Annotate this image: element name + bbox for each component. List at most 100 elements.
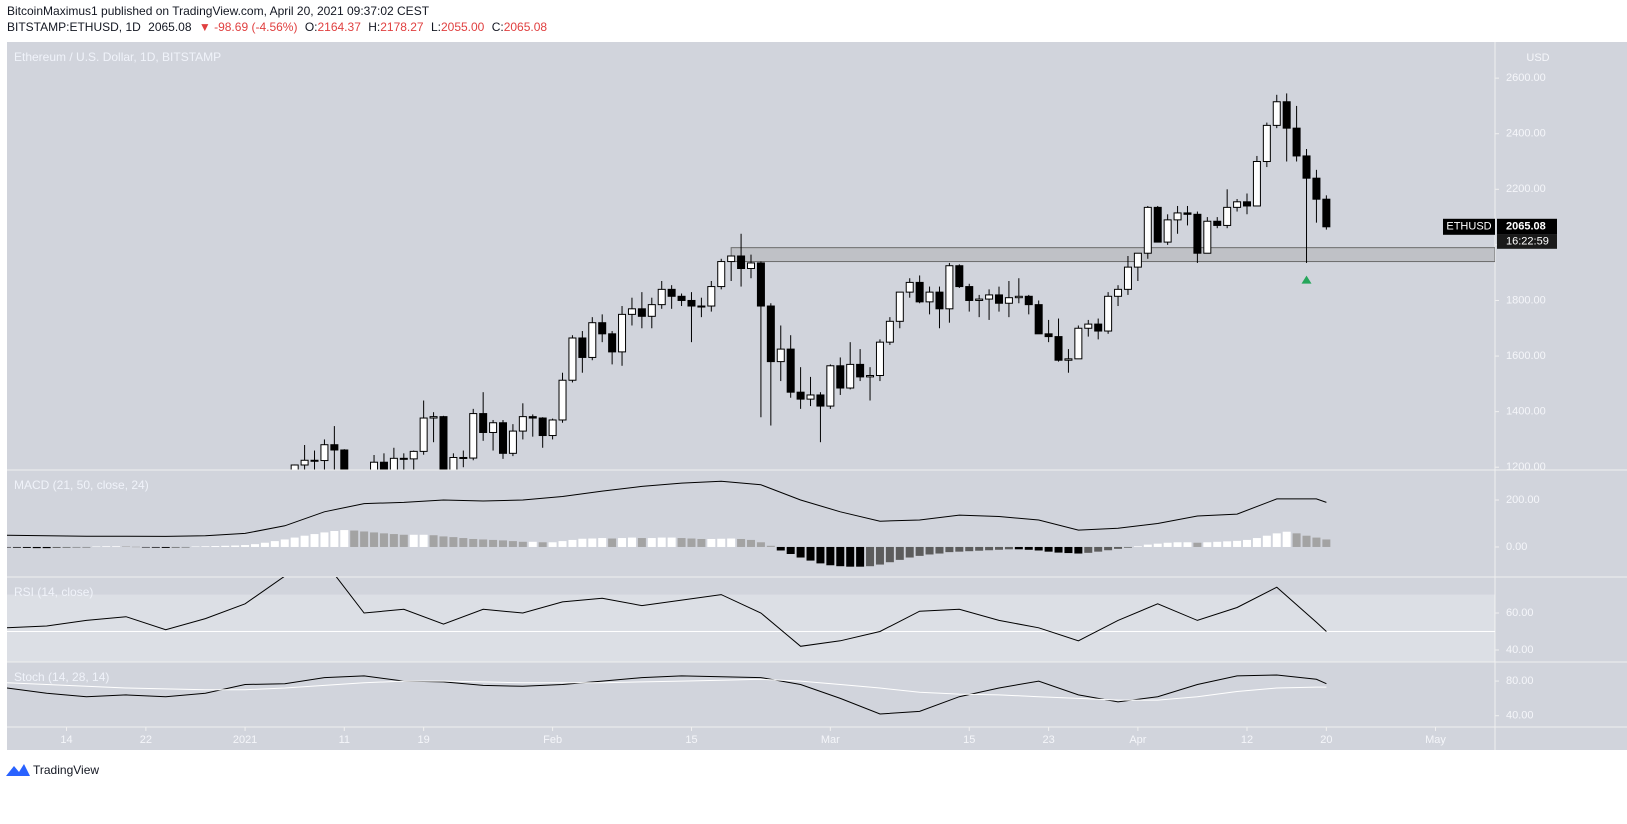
macd-histogram-bar xyxy=(667,537,676,547)
candle-body xyxy=(538,417,547,437)
x-tick-label: 23 xyxy=(1042,734,1054,746)
macd-histogram-bar xyxy=(102,546,111,547)
candle-body xyxy=(816,394,825,407)
macd-histogram-bar xyxy=(499,540,507,547)
signal-marker xyxy=(1301,275,1312,284)
macd-histogram-bar xyxy=(707,538,716,547)
candle-body xyxy=(1173,212,1182,221)
macd-histogram-bar xyxy=(518,541,527,547)
macd-histogram-bar xyxy=(786,546,795,555)
candle-body xyxy=(1203,220,1212,254)
candle-body xyxy=(717,261,726,288)
candle-body xyxy=(548,419,557,437)
ohlc-key: L: xyxy=(431,20,441,34)
macd-histogram-bar xyxy=(409,534,418,547)
macd-histogram-bar xyxy=(360,531,369,547)
candle-body xyxy=(1123,266,1132,290)
macd-histogram-bar xyxy=(905,546,914,558)
candle-body xyxy=(935,291,944,310)
macd-histogram-bar xyxy=(389,534,398,547)
macd-histogram-bar xyxy=(508,541,517,547)
macd-histogram-bar xyxy=(697,538,706,547)
macd-histogram-bar xyxy=(568,539,577,547)
candle-body xyxy=(1084,323,1093,329)
candle-body xyxy=(776,348,785,363)
ohlc-value: 2055.00 xyxy=(441,20,485,34)
macd-histogram-bar xyxy=(1233,540,1242,547)
indicator-title: RSI (14, close) xyxy=(14,585,93,599)
y-tick-label: 1200.00 xyxy=(1506,461,1546,473)
indicator-plot xyxy=(7,674,1327,715)
last: 2065.08 xyxy=(148,20,192,34)
candle-body xyxy=(895,291,904,322)
macd-histogram-bar xyxy=(1183,542,1192,547)
candle-body xyxy=(697,305,706,308)
y-tick-label: 1800.00 xyxy=(1506,294,1546,306)
author-line: BitcoinMaximus1 published on TradingView… xyxy=(7,4,430,18)
macd-histogram-bar xyxy=(221,545,230,547)
candle-body xyxy=(439,416,448,470)
candle-body xyxy=(786,348,795,393)
x-tick-label: 19 xyxy=(418,734,430,746)
macd-histogram-bar xyxy=(538,542,547,547)
candle-body xyxy=(905,281,914,293)
price-pane-title: Ethereum / U.S. Dollar, 1D, BITSTAMP xyxy=(14,50,221,64)
macd-histogram-bar xyxy=(1223,541,1232,547)
macd-histogram-bar xyxy=(1213,541,1222,547)
y-tick-label: 40.00 xyxy=(1506,710,1534,722)
x-tick-label: 15 xyxy=(963,734,975,746)
candle-body xyxy=(558,379,567,421)
macd-histogram-bar xyxy=(1104,546,1113,551)
last-price-box xyxy=(1497,218,1557,235)
candle-body xyxy=(995,294,1003,304)
macd-histogram-bar xyxy=(826,546,835,566)
macd-histogram-bar xyxy=(717,538,726,547)
symbol: BITSTAMP:ETHUSD, 1D xyxy=(7,20,141,34)
candle-body xyxy=(1243,201,1251,207)
macd-histogram-bar xyxy=(975,546,984,551)
candle-body xyxy=(1064,358,1073,361)
y-tick-label: 0.00 xyxy=(1506,541,1527,553)
macd-histogram-bar xyxy=(52,546,61,548)
macd-histogram-bar xyxy=(22,546,31,548)
candle-body xyxy=(677,295,686,301)
macd-histogram-bar xyxy=(737,538,746,547)
macd-histogram-bar xyxy=(995,546,1003,550)
macd-histogram-bar xyxy=(796,546,805,558)
x-tick-label: 14 xyxy=(60,734,72,746)
macd-histogram-bar xyxy=(270,541,279,547)
macd-histogram-bar xyxy=(1034,546,1043,551)
candle-body xyxy=(796,391,805,400)
candle-body xyxy=(727,255,736,263)
macd-histogram-bar xyxy=(191,546,200,547)
macd-histogram-bar xyxy=(12,546,21,548)
candle-body xyxy=(667,288,676,297)
candle-body xyxy=(409,450,418,460)
macd-histogram-bar xyxy=(151,546,160,548)
candle-body xyxy=(1282,101,1291,129)
macd-histogram-bar xyxy=(82,546,91,548)
macd-histogram-bar xyxy=(1163,542,1172,547)
candle-body xyxy=(737,255,746,270)
macd-histogram-bar xyxy=(1173,542,1182,547)
candle-body xyxy=(826,365,835,407)
y-tick-label: 200.00 xyxy=(1506,494,1540,506)
y-tick-label: 40.00 xyxy=(1506,644,1534,656)
indicator-plot xyxy=(7,480,1331,567)
candle-body xyxy=(707,286,716,307)
macd-histogram-bar xyxy=(72,546,81,548)
macd-histogram-bar xyxy=(578,538,587,547)
macd-histogram-bar xyxy=(687,538,696,547)
candle-body xyxy=(300,459,309,466)
x-tick-label: 11 xyxy=(339,734,350,746)
candle-body xyxy=(647,304,656,317)
macd-histogram-bar xyxy=(290,537,299,547)
x-tick-label: 12 xyxy=(1241,734,1253,746)
candle-body xyxy=(955,265,964,288)
macd-histogram-bar xyxy=(1094,546,1103,552)
candle-body xyxy=(1292,127,1301,157)
candle-body xyxy=(1014,295,1023,299)
macd-histogram-bar xyxy=(320,532,329,547)
candle-body xyxy=(766,305,775,363)
candle-body xyxy=(885,320,894,343)
